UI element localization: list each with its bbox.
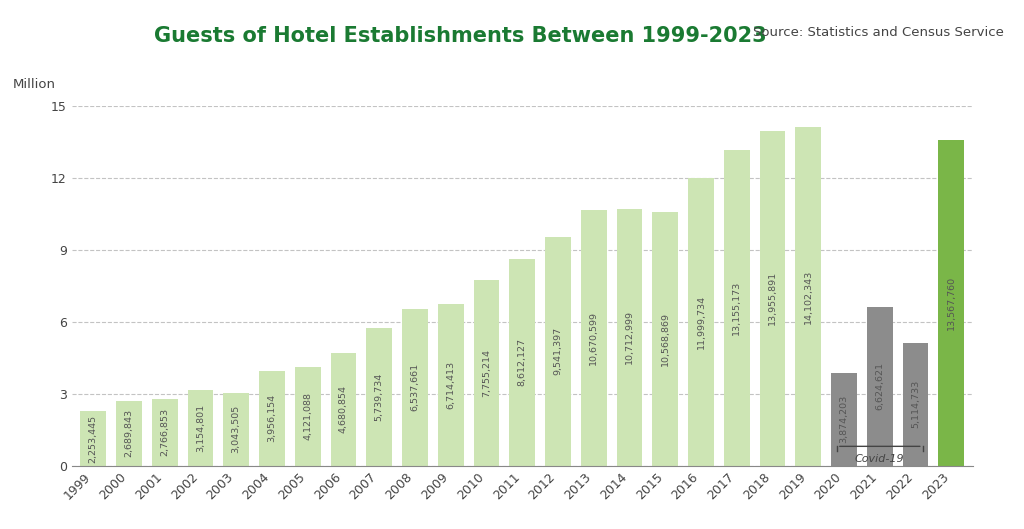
Text: 3,154,801: 3,154,801 — [196, 404, 205, 452]
Bar — [367, 328, 392, 466]
Text: 5,114,733: 5,114,733 — [911, 380, 921, 428]
Bar — [223, 393, 249, 466]
Text: 14,102,343: 14,102,343 — [804, 269, 813, 324]
Bar — [760, 131, 785, 466]
Text: 10,712,999: 10,712,999 — [625, 310, 634, 364]
Bar — [724, 150, 750, 466]
Bar — [152, 399, 177, 466]
Text: 10,670,599: 10,670,599 — [589, 311, 598, 364]
Text: Guests of Hotel Establishments Between 1999-2023: Guests of Hotel Establishments Between 1… — [155, 26, 767, 47]
Bar — [474, 279, 500, 466]
Bar — [831, 372, 857, 466]
Bar — [796, 127, 821, 466]
Bar — [295, 367, 321, 466]
Text: 2,253,445: 2,253,445 — [89, 414, 97, 462]
Text: Million: Million — [13, 78, 56, 92]
Text: Source: Statistics and Census Service: Source: Statistics and Census Service — [753, 26, 1004, 40]
Bar — [545, 236, 570, 466]
Text: 6,624,621: 6,624,621 — [876, 362, 885, 410]
Text: 5,739,734: 5,739,734 — [375, 372, 384, 421]
Bar — [331, 353, 356, 466]
Bar — [688, 178, 714, 466]
Text: 6,537,661: 6,537,661 — [411, 363, 420, 411]
Text: 3,874,203: 3,874,203 — [840, 395, 849, 443]
Text: 4,121,088: 4,121,088 — [303, 392, 312, 440]
Text: 3,956,154: 3,956,154 — [267, 394, 276, 442]
Text: 13,567,760: 13,567,760 — [947, 276, 955, 330]
Bar — [187, 390, 213, 466]
Bar — [402, 309, 428, 466]
Bar — [509, 259, 536, 466]
Text: 10,568,869: 10,568,869 — [660, 312, 670, 366]
Text: 8,612,127: 8,612,127 — [518, 338, 526, 386]
Bar — [581, 209, 606, 466]
Bar — [80, 412, 106, 466]
Bar — [259, 371, 285, 466]
Text: 4,680,854: 4,680,854 — [339, 386, 348, 433]
Text: 11,999,734: 11,999,734 — [696, 295, 706, 349]
Bar — [116, 401, 141, 466]
Text: 13,955,891: 13,955,891 — [768, 271, 777, 325]
Bar — [652, 212, 678, 466]
Bar — [867, 307, 893, 466]
Text: 9,541,397: 9,541,397 — [554, 327, 562, 375]
Bar — [438, 305, 464, 466]
Bar — [938, 140, 965, 466]
Text: 6,714,413: 6,714,413 — [446, 361, 456, 409]
Text: Covid-19: Covid-19 — [855, 453, 904, 463]
Text: 2,689,843: 2,689,843 — [124, 409, 133, 458]
Text: 7,755,214: 7,755,214 — [482, 349, 490, 397]
Text: 2,766,853: 2,766,853 — [160, 408, 169, 457]
Bar — [616, 208, 642, 466]
Bar — [903, 343, 929, 466]
Text: 13,155,173: 13,155,173 — [732, 281, 741, 335]
Text: 3,043,505: 3,043,505 — [231, 405, 241, 453]
